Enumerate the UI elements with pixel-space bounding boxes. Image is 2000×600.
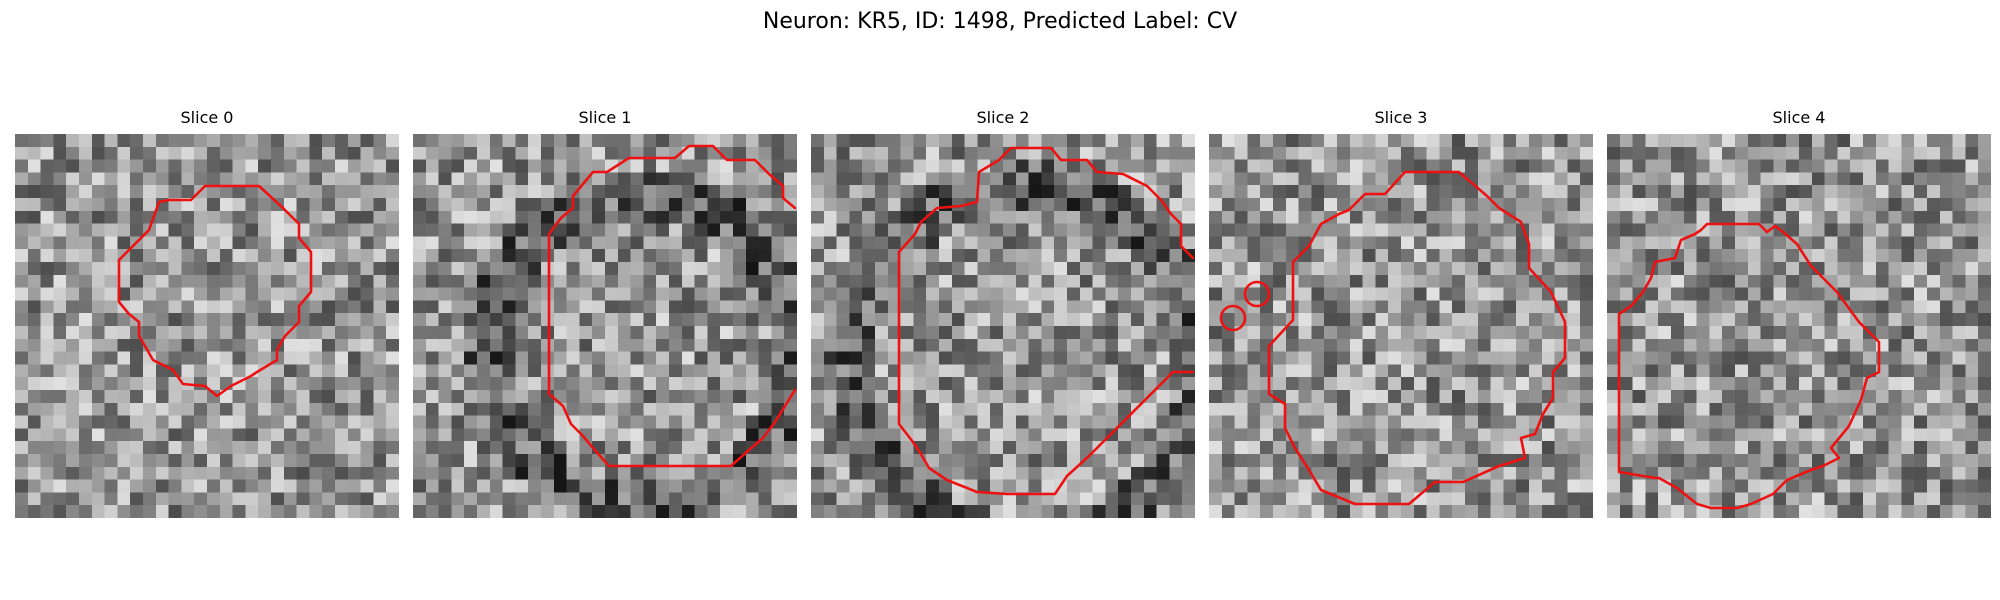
segmentation-contour bbox=[1617, 222, 1881, 510]
segmentation-contour bbox=[1267, 170, 1567, 506]
slice-title: Slice 1 bbox=[578, 108, 632, 127]
slice-panel-1: Slice 1 bbox=[413, 108, 797, 518]
segmentation-overlay bbox=[897, 146, 1195, 496]
segmentation-overlay bbox=[1219, 170, 1567, 506]
slice-panel-3: Slice 3 bbox=[1209, 108, 1593, 518]
contour-ring bbox=[1243, 280, 1271, 308]
figure-title: Neuron: KR5, ID: 1498, Predicted Label: … bbox=[762, 9, 1238, 34]
microscopy-image bbox=[15, 134, 399, 518]
segmentation-overlay bbox=[547, 144, 797, 468]
slice-panel-4: Slice 4 bbox=[1607, 108, 1991, 518]
segmentation-overlay bbox=[117, 184, 313, 398]
slice-image bbox=[1209, 134, 1593, 518]
slice-panel-2: Slice 2 bbox=[811, 108, 1195, 518]
segmentation-contour bbox=[547, 144, 797, 468]
slice-title: Slice 0 bbox=[180, 108, 234, 127]
contour-ring bbox=[1219, 304, 1247, 332]
slice-title: Slice 3 bbox=[1374, 108, 1428, 127]
slice-panel-0: Slice 0 bbox=[15, 108, 399, 518]
microscopy-image bbox=[811, 134, 1195, 518]
slice-image bbox=[413, 134, 797, 518]
segmentation-contour bbox=[117, 184, 313, 398]
slice-title: Slice 4 bbox=[1772, 108, 1826, 127]
slice-image bbox=[15, 134, 399, 518]
microscopy-image bbox=[1607, 134, 1991, 518]
microscopy-image bbox=[413, 134, 797, 518]
microscopy-image bbox=[1209, 134, 1593, 518]
segmentation-contour bbox=[897, 146, 1195, 496]
slice-image bbox=[1607, 134, 1991, 518]
slice-title: Slice 2 bbox=[976, 108, 1030, 127]
slice-image bbox=[811, 134, 1195, 518]
segmentation-overlay bbox=[1617, 222, 1881, 510]
